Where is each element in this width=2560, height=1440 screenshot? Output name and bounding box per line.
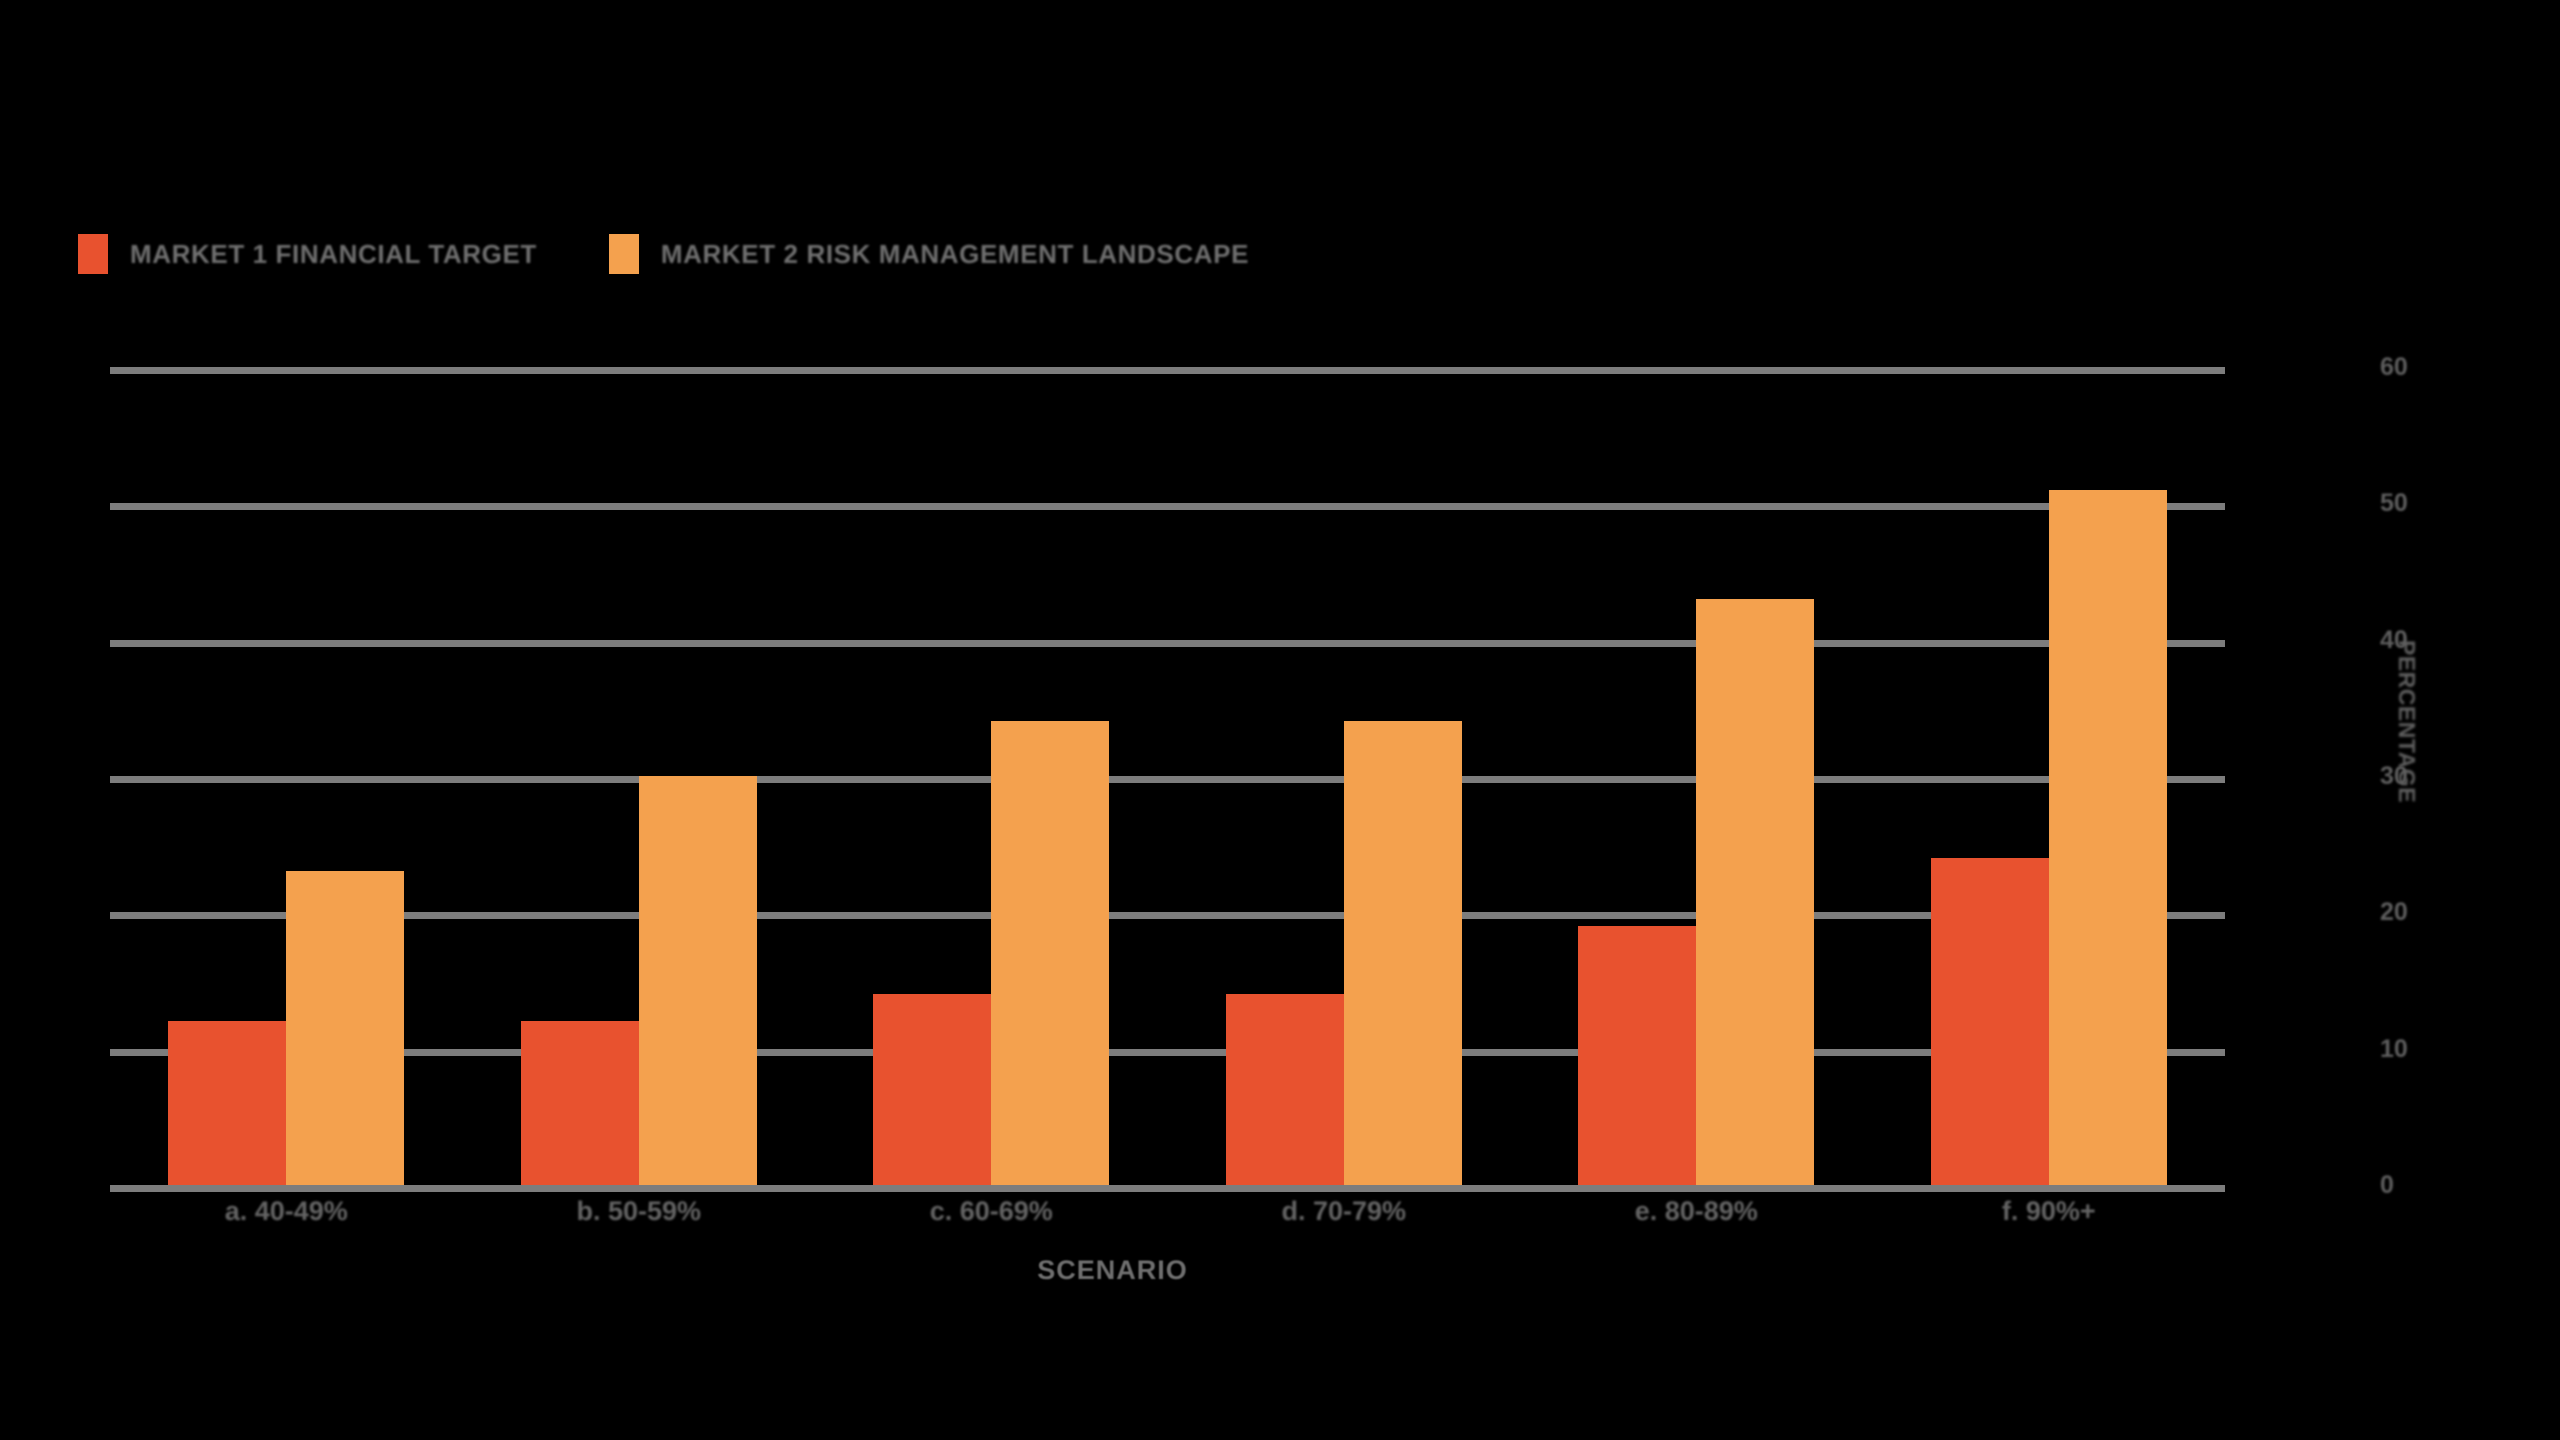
legend-label-series-b: MARKET 2 RISK MANAGEMENT LANDSCAPE (660, 238, 1250, 269)
bar-group (1578, 367, 1815, 1185)
gridline (110, 367, 2225, 374)
bar-series-a[interactable] (520, 1021, 639, 1185)
bar-series-b[interactable] (1343, 721, 1462, 1185)
y-axis-title: PERCENTAGE (2394, 640, 2420, 804)
bar-series-b[interactable] (991, 721, 1110, 1185)
y-axis-tick-label: 50 (2380, 489, 2408, 518)
x-axis-tick-label: d. 70-79% (1281, 1196, 1407, 1226)
series-a-swatch (78, 234, 108, 274)
bar-series-container (110, 367, 2225, 1185)
bar-series-a[interactable] (168, 1021, 287, 1185)
legend-item-series-a[interactable]: MARKET 1 FINANCIAL TARGET (78, 232, 537, 276)
bar-group (1225, 367, 1462, 1185)
x-axis-tick-labels: a. 40-49% b. 50-59% c. 60-69% d. 70-79% e. 8… (110, 1196, 2225, 1248)
y-axis-tick-label: 60 (2380, 353, 2408, 381)
x-axis-tick-label: b. 50-59% (576, 1196, 702, 1226)
x-axis-tick-label: c. 60-69% (929, 1196, 1053, 1226)
bar-group (168, 367, 405, 1185)
x-axis-title: SCENARIO (1037, 1255, 1188, 1285)
plot-area (110, 367, 2225, 1185)
bar-series-b[interactable] (1696, 598, 1815, 1185)
x-axis-tick-label: f. 90%+ (2001, 1196, 2096, 1226)
bar-series-b[interactable] (638, 776, 757, 1185)
x-axis-tick-label: a. 40-49% (224, 1196, 348, 1226)
bar-series-a[interactable] (1930, 857, 2049, 1185)
series-b-swatch (608, 234, 639, 274)
y-axis-tick-label: 10 (2380, 1034, 2408, 1063)
y-axis-tick-label: 0 (2380, 1171, 2394, 1199)
gridline (110, 639, 2225, 647)
gridline (110, 912, 2225, 920)
bar-group (873, 367, 1110, 1185)
gridline (110, 1048, 2225, 1056)
axis-baseline (110, 1185, 2225, 1192)
gridline (110, 503, 2225, 511)
bar-group (1930, 367, 2167, 1185)
x-axis-tick-label: e. 80-89% (1634, 1196, 1758, 1226)
bar-series-a[interactable] (1225, 994, 1344, 1185)
bar-series-a[interactable] (873, 994, 992, 1185)
bar-series-a[interactable] (1578, 925, 1697, 1185)
bar-series-b[interactable] (2048, 489, 2167, 1185)
bar-series-b[interactable] (286, 871, 405, 1185)
y-axis-tick-label: 40 (2380, 625, 2408, 654)
y-axis-tick-label: 30 (2380, 762, 2408, 790)
gridline (110, 776, 2225, 783)
bar-group (520, 367, 757, 1185)
chart-legend: MARKET 1 FINANCIAL TARGET MARKET 2 RISK … (78, 232, 1249, 276)
legend-label-series-a: MARKET 1 FINANCIAL TARGET (130, 238, 537, 269)
y-axis-tick-label: 20 (2380, 898, 2408, 927)
y-axis-tick-labels: 60 50 40 30 20 10 0 (2380, 353, 2470, 1199)
legend-item-series-b[interactable]: MARKET 2 RISK MANAGEMENT LANDSCAPE (608, 232, 1250, 276)
